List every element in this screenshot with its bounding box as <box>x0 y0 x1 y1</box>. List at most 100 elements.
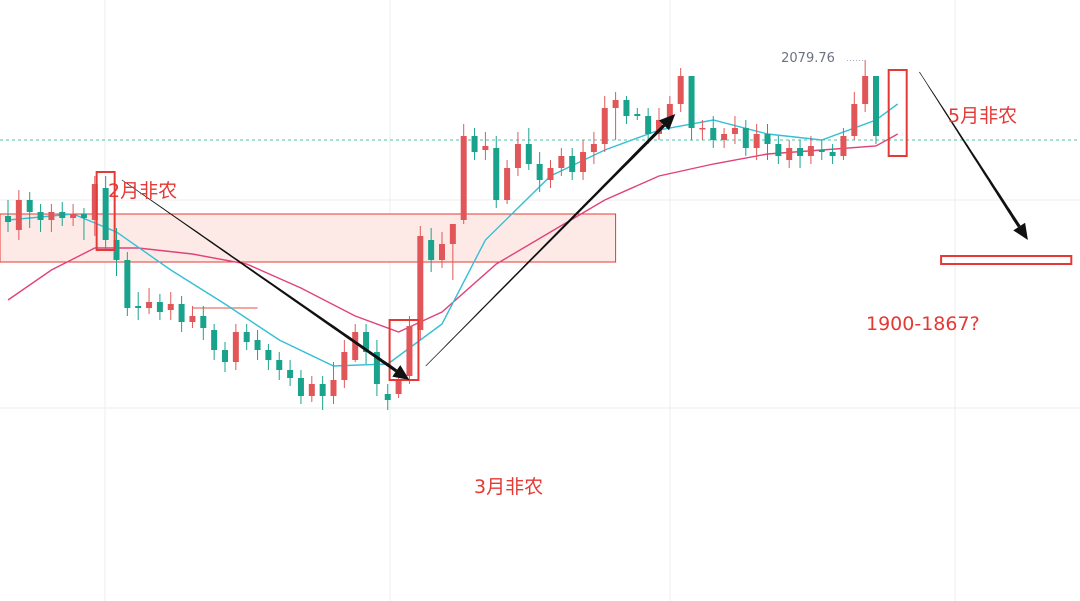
candle-body <box>146 302 153 308</box>
candle-body <box>764 134 771 144</box>
candle <box>742 120 749 156</box>
candle <box>471 128 478 160</box>
candle-body <box>721 134 728 140</box>
trend-arrow <box>919 71 1028 240</box>
candle <box>254 330 261 360</box>
candle-body <box>829 152 836 156</box>
candle <box>764 124 771 160</box>
candle <box>102 176 109 250</box>
candle-body <box>156 302 163 312</box>
candle-body <box>786 148 793 160</box>
candle <box>178 296 185 332</box>
support-zone <box>0 213 617 309</box>
candle-body <box>775 144 782 156</box>
candle <box>569 148 576 180</box>
candles <box>5 59 879 410</box>
candle <box>840 128 847 160</box>
candle-body <box>135 306 142 308</box>
annotation-may-nfp: 5月非农 <box>948 105 1018 127</box>
candle <box>406 316 413 384</box>
candle <box>319 376 326 410</box>
candle-body <box>232 332 239 362</box>
candle <box>276 352 283 380</box>
candle <box>37 204 44 232</box>
candle-body <box>439 244 445 260</box>
candle <box>514 132 521 176</box>
candle-body <box>504 168 511 200</box>
ma-fast-line <box>7 103 899 367</box>
candle <box>70 204 77 226</box>
candle <box>710 116 717 148</box>
candle-body <box>330 380 337 396</box>
candle-body <box>211 330 218 350</box>
candle-body <box>688 76 695 128</box>
candle <box>731 116 738 144</box>
candle <box>222 342 228 372</box>
candle <box>15 190 22 240</box>
candle <box>48 204 55 232</box>
highlight-box <box>388 319 420 381</box>
candle <box>341 340 348 388</box>
candle <box>677 68 684 112</box>
candle-body <box>601 108 608 144</box>
support-zone-rect <box>0 213 617 263</box>
candle-body <box>373 352 380 384</box>
candle <box>80 208 87 240</box>
arrow-shaft <box>919 71 1021 228</box>
candle <box>297 370 304 404</box>
candle-body <box>580 152 587 172</box>
trend-arrows <box>121 71 1028 380</box>
candle <box>525 128 532 170</box>
candle-body <box>536 164 543 180</box>
candle <box>775 136 782 164</box>
candle-body <box>731 128 738 134</box>
candle-body <box>645 116 652 134</box>
candle <box>504 160 511 204</box>
candle-body <box>449 224 456 244</box>
candle-body <box>319 384 326 396</box>
candle-body <box>699 128 706 130</box>
candle-body <box>677 76 684 104</box>
candle-body <box>352 332 359 360</box>
candle-body <box>124 260 131 308</box>
candle-body <box>840 136 847 156</box>
candle <box>26 192 33 228</box>
annotation-mar-nfp: 3月非农 <box>474 476 544 498</box>
candle <box>536 152 543 192</box>
candle-body <box>297 378 304 396</box>
highlight-boxes <box>95 69 1073 381</box>
candle-body <box>243 332 250 342</box>
candle <box>189 306 196 328</box>
candle-body <box>851 104 858 136</box>
candle <box>439 232 445 268</box>
arrow-shaft <box>121 179 398 373</box>
candle-body <box>113 240 120 260</box>
candle-body <box>189 316 196 322</box>
candle-body <box>37 212 44 220</box>
candle <box>862 60 869 112</box>
candle <box>113 228 120 276</box>
candle <box>601 96 608 152</box>
candle <box>363 324 370 364</box>
candle-body <box>80 214 87 218</box>
candle <box>265 344 272 370</box>
candle-body <box>254 340 261 350</box>
annotation-feb-nfp: 2月非农 <box>108 180 178 202</box>
candle <box>373 340 380 396</box>
candle-body <box>623 100 630 116</box>
candle-body <box>710 128 717 140</box>
candle <box>417 226 424 340</box>
candle-body <box>569 156 576 172</box>
candle <box>547 160 554 188</box>
candle-body <box>15 200 22 230</box>
candle-body <box>514 144 521 168</box>
candle <box>146 288 153 314</box>
candle <box>449 224 456 280</box>
candle-body <box>59 212 66 218</box>
candle <box>818 140 825 160</box>
arrow-head <box>1013 222 1028 240</box>
candle-body <box>384 394 391 400</box>
candle-body <box>178 304 185 322</box>
